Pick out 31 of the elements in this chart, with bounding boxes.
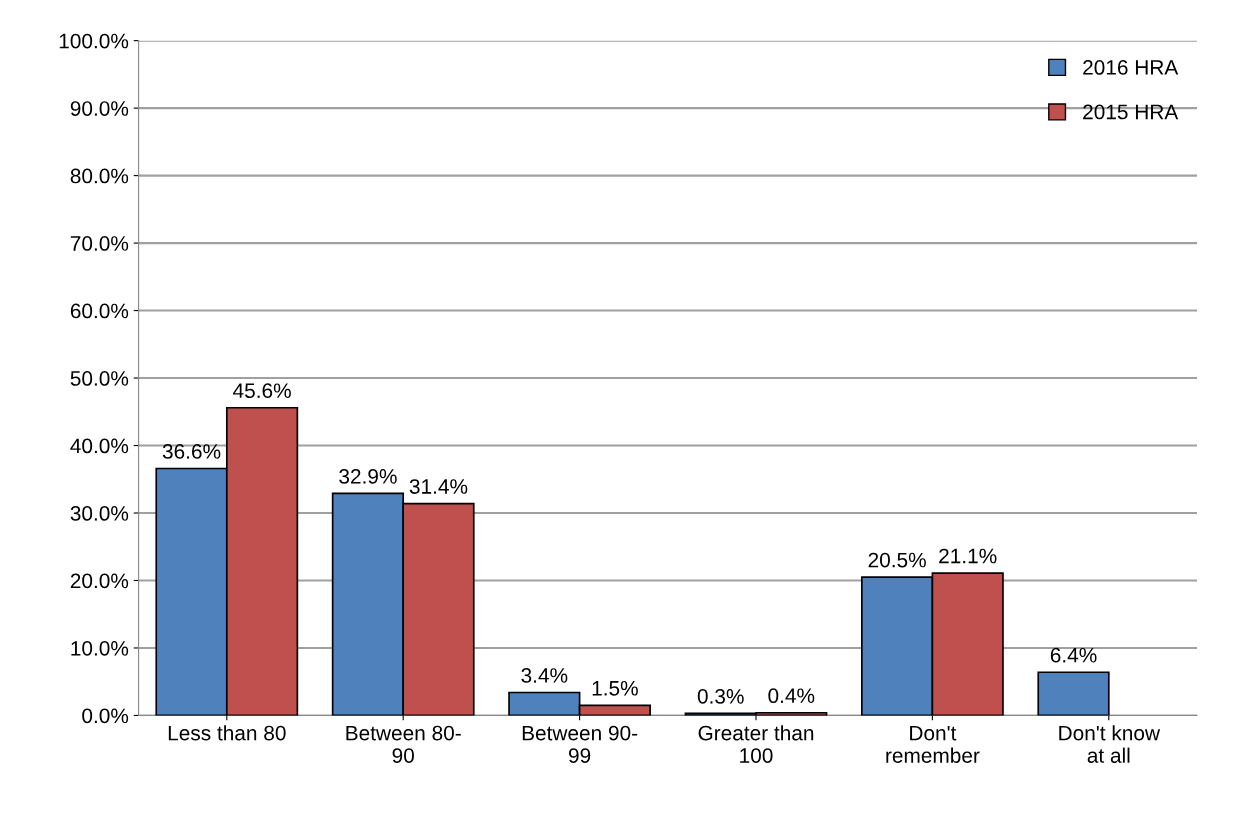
y-tick-label: 70.0% — [70, 236, 129, 251]
x-tick-label: Between 80- 90 — [346, 725, 461, 763]
y-tick-label: 60.0% — [70, 303, 129, 319]
y-tick-label: 50.0% — [70, 371, 129, 386]
data-label: 0.3% — [697, 688, 744, 704]
data-label: 3.4% — [521, 668, 568, 683]
data-label: 1.5% — [592, 680, 638, 696]
y-tick-label: 30.0% — [70, 506, 129, 521]
data-label: 45.6% — [233, 383, 291, 399]
x-tick-label: Less than 80 — [168, 725, 286, 741]
data-label: 6.4% — [1050, 647, 1097, 663]
x-tick-label: Don't know at all — [1059, 725, 1161, 763]
data-label: 32.9% — [339, 469, 397, 484]
x-tick-label: Between 90- 99 — [522, 725, 638, 763]
y-tick-label: 100.0% — [59, 33, 129, 49]
legend-label: 2015 HRA — [1083, 104, 1179, 120]
data-label: 36.6% — [162, 444, 221, 459]
y-tick-label: 90.0% — [70, 101, 129, 116]
data-label: 0.4% — [768, 688, 815, 704]
x-tick-label: Greater than 100 — [698, 725, 814, 763]
y-tick-label: 10.0% — [71, 640, 129, 656]
bar — [1037, 671, 1110, 716]
y-tick-label: 0.0% — [82, 708, 129, 724]
legend-label: 2016 HRA — [1083, 60, 1179, 75]
y-tick-label: 80.0% — [70, 168, 129, 184]
y-tick-label: 40.0% — [70, 438, 129, 454]
x-tick-label: Don't remember — [886, 725, 980, 763]
y-tick-label: 20.0% — [70, 573, 129, 589]
data-label: 21.1% — [939, 548, 997, 564]
data-label: 31.4% — [409, 479, 468, 494]
data-label: 20.5% — [868, 552, 926, 568]
